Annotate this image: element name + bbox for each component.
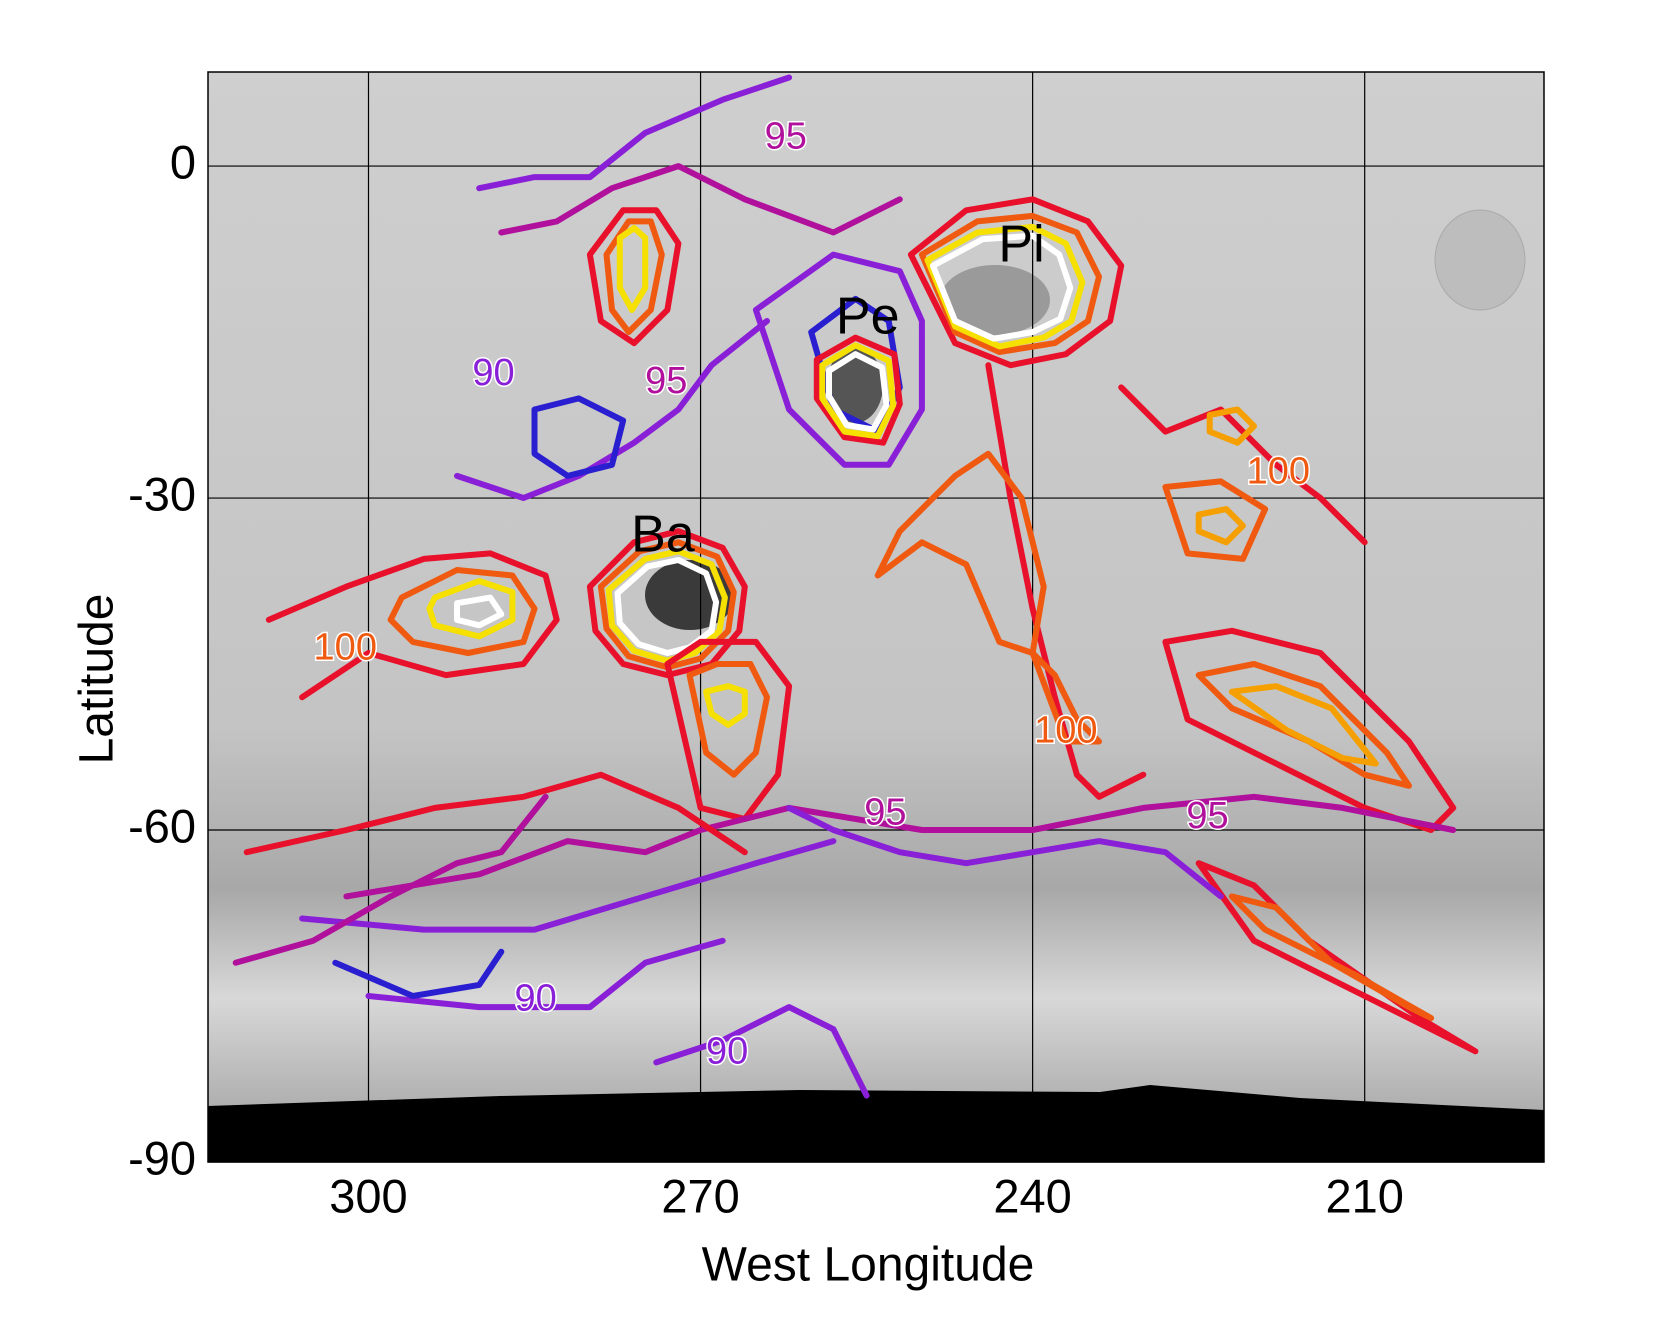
contour-line <box>664 638 793 822</box>
contour-line <box>752 251 925 468</box>
y-tick-label: -60 <box>128 799 196 852</box>
contour-line <box>614 557 720 656</box>
contour-line <box>299 838 837 933</box>
y-tick-label: -30 <box>128 467 196 520</box>
contour-line <box>1162 478 1269 562</box>
contour-line <box>616 225 649 313</box>
plot-frame <box>207 71 1545 1163</box>
contour-label: 95 <box>1186 795 1228 837</box>
contour-line <box>786 804 1224 900</box>
contour-line <box>907 196 1125 369</box>
contour-line <box>265 550 560 701</box>
annotations: Pi Pe Ba 95 90 95 100 100 100 95 95 90 90 <box>312 114 1312 1074</box>
contour-line <box>454 318 770 501</box>
contour-label: 95 <box>765 115 807 157</box>
contour-line <box>826 351 890 433</box>
contour-line <box>985 362 1147 800</box>
contour-line <box>1118 384 1368 546</box>
contour-line <box>930 232 1074 342</box>
x-tick-label: 270 <box>661 1169 739 1222</box>
contour-label: 100 <box>1034 710 1097 752</box>
y-tick-label: 0 <box>170 135 196 188</box>
contour-line <box>243 771 748 856</box>
ticks: 300 270 240 210 0 -30 -60 -90 <box>128 135 1404 1222</box>
contour-line <box>476 74 793 192</box>
contour-line <box>1228 893 1435 1022</box>
contour-line <box>343 793 1457 900</box>
contour-label: 90 <box>706 1031 748 1073</box>
contour-line <box>454 594 505 629</box>
contour-line <box>1029 650 1102 745</box>
contour-line <box>387 567 538 656</box>
contour-line <box>1206 406 1257 446</box>
contour-label: 90 <box>514 977 556 1019</box>
contour-line <box>586 528 748 679</box>
contour-line <box>1195 506 1246 546</box>
y-tick-label: -90 <box>128 1131 196 1184</box>
contour-line <box>332 948 505 999</box>
contour-label: 95 <box>864 792 906 834</box>
contour-line <box>597 539 737 671</box>
feature-label: Ba <box>631 506 695 564</box>
contour-label: 100 <box>1247 451 1310 493</box>
contour-line <box>819 342 897 440</box>
contour-line <box>653 1004 870 1099</box>
x-axis-title: West Longitude <box>702 1239 1035 1292</box>
contour-line <box>531 395 627 479</box>
contour-line <box>1195 661 1412 789</box>
contours <box>232 74 1479 1099</box>
feature-label: Pi <box>998 216 1044 274</box>
contour-line <box>918 212 1102 355</box>
contour-line <box>232 793 549 966</box>
contour-line <box>498 163 903 236</box>
contour-line <box>686 661 770 778</box>
x-tick-label: 300 <box>329 1169 407 1222</box>
x-tick-label: 240 <box>993 1169 1071 1222</box>
contour-label: 100 <box>314 627 377 669</box>
contour-line <box>605 548 728 664</box>
contour-line <box>703 683 748 728</box>
feature-label: Pe <box>836 288 900 346</box>
contour-line <box>603 218 665 336</box>
contour-line <box>586 207 682 347</box>
x-tick-label: 210 <box>1325 1169 1403 1222</box>
contour-line <box>365 937 726 1011</box>
contour-line <box>1162 627 1457 833</box>
contour-line <box>924 223 1086 350</box>
contour-line <box>1195 860 1479 1055</box>
y-axis-title: Latitude <box>71 594 124 765</box>
contour-line <box>426 578 516 640</box>
contour-line <box>813 334 903 446</box>
contour-line <box>1228 683 1379 767</box>
contour-label: 90 <box>472 352 514 394</box>
contour-label: 95 <box>645 360 687 402</box>
